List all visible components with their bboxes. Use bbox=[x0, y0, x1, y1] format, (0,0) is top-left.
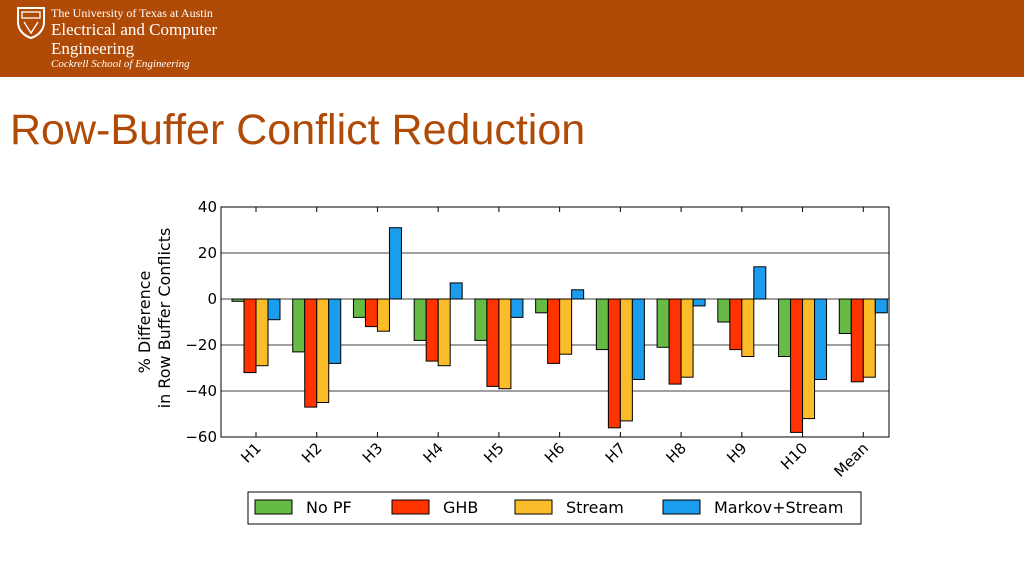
header-banner: The University of Texas at Austin Electr… bbox=[0, 0, 1024, 77]
y-tick-label: −40 bbox=[185, 382, 217, 400]
bar-stream-h2 bbox=[316, 298, 330, 403]
school-name: Cockrell School of Engineering bbox=[51, 58, 190, 70]
bar-stream-h4 bbox=[437, 298, 451, 367]
bar-no-pf-h6 bbox=[535, 298, 549, 314]
y-tick-label: 40 bbox=[198, 198, 217, 216]
x-tick-label: Mean bbox=[830, 439, 872, 481]
bar-no-pf-h2 bbox=[292, 298, 306, 353]
bar-ghb-h4 bbox=[425, 298, 439, 362]
bar-ghb-h8 bbox=[668, 298, 682, 385]
bar-stream-h7 bbox=[619, 298, 633, 422]
bar-markov-stream-h10 bbox=[814, 298, 828, 380]
x-tick-label: H7 bbox=[602, 439, 629, 466]
legend-swatch-ghb bbox=[391, 499, 430, 515]
bar-stream-mean bbox=[862, 298, 876, 378]
x-tick-label: H2 bbox=[298, 439, 325, 466]
bar-ghb-h6 bbox=[547, 298, 561, 364]
legend-swatch-stream bbox=[514, 499, 553, 515]
plot-frame bbox=[220, 206, 890, 438]
department-name: Electrical and Computer Engineering bbox=[51, 20, 218, 58]
university-name: The University of Texas at Austin bbox=[51, 6, 213, 20]
bar-markov-stream-h4 bbox=[449, 282, 463, 300]
x-tick-label: H3 bbox=[359, 439, 386, 466]
bar-ghb-mean bbox=[850, 298, 864, 383]
x-tick-label: H4 bbox=[420, 439, 447, 466]
bar-no-pf-h3 bbox=[352, 298, 366, 318]
y-tick-label: 0 bbox=[207, 290, 217, 308]
bar-markov-stream-h7 bbox=[631, 298, 645, 380]
bar-ghb-h9 bbox=[729, 298, 743, 351]
bar-markov-stream-h9 bbox=[753, 266, 767, 300]
bar-stream-h9 bbox=[741, 298, 755, 357]
bar-stream-h8 bbox=[680, 298, 694, 378]
bar-no-pf-h8 bbox=[656, 298, 670, 348]
bar-ghb-h10 bbox=[790, 298, 804, 433]
legend-label: No PF bbox=[306, 498, 352, 517]
bar-markov-stream-h2 bbox=[328, 298, 342, 364]
bar-ghb-h5 bbox=[486, 298, 500, 387]
bar-no-pf-h5 bbox=[474, 298, 488, 341]
bar-markov-stream-h8 bbox=[692, 298, 706, 307]
bar-no-pf-h7 bbox=[595, 298, 609, 351]
bar-markov-stream-h5 bbox=[510, 298, 524, 318]
bar-no-pf-h1 bbox=[231, 298, 245, 302]
ut-shield-icon bbox=[17, 7, 45, 40]
y-axis-label: % Difference bbox=[135, 271, 154, 374]
bar-stream-h10 bbox=[802, 298, 816, 420]
bar-ghb-h2 bbox=[304, 298, 318, 408]
y-tick-label: −20 bbox=[185, 336, 217, 354]
slide-title: Row-Buffer Conflict Reduction bbox=[10, 106, 586, 154]
x-tick-label: H10 bbox=[777, 439, 811, 473]
legend-label: Markov+Stream bbox=[714, 498, 843, 517]
bar-markov-stream-h3 bbox=[388, 227, 402, 300]
bar-markov-stream-h1 bbox=[267, 298, 281, 321]
bar-ghb-h1 bbox=[243, 298, 257, 374]
legend-box bbox=[247, 491, 862, 525]
legend-label: GHB bbox=[443, 498, 478, 517]
bar-stream-h5 bbox=[498, 298, 512, 390]
y-axis-label: in Row Buffer Conflicts bbox=[155, 228, 174, 409]
x-tick-label: H1 bbox=[237, 439, 264, 466]
bar-no-pf-h9 bbox=[717, 298, 731, 323]
bar-no-pf-mean bbox=[838, 298, 852, 334]
x-tick-label: H5 bbox=[480, 439, 507, 466]
legend-label: Stream bbox=[566, 498, 624, 517]
x-tick-label: H9 bbox=[723, 439, 750, 466]
x-tick-label: H8 bbox=[662, 439, 689, 466]
bar-stream-h6 bbox=[559, 298, 573, 355]
bar-no-pf-h10 bbox=[778, 298, 792, 357]
bar-markov-stream-h6 bbox=[571, 289, 585, 300]
bar-markov-stream-mean bbox=[874, 298, 888, 314]
legend-swatch-markov-stream bbox=[662, 499, 701, 515]
bar-no-pf-h4 bbox=[413, 298, 427, 341]
y-tick-label: −60 bbox=[185, 428, 217, 446]
bar-ghb-h7 bbox=[607, 298, 621, 429]
bar-stream-h1 bbox=[255, 298, 269, 367]
y-tick-label: 20 bbox=[198, 244, 217, 262]
x-tick-label: H6 bbox=[541, 439, 568, 466]
bar-stream-h3 bbox=[376, 298, 390, 332]
legend-swatch-no-pf bbox=[254, 499, 293, 515]
bar-ghb-h3 bbox=[364, 298, 378, 328]
